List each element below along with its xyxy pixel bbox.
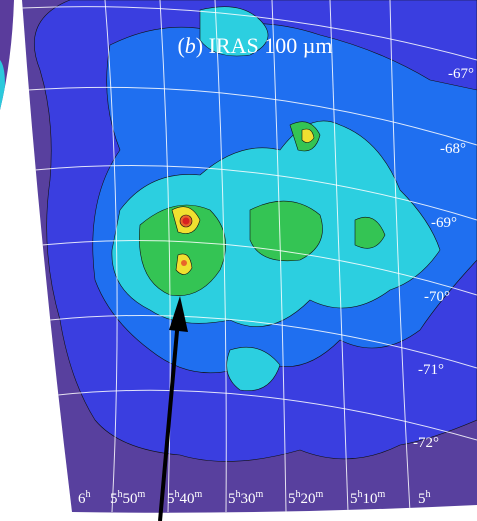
right-ascension-labels: 6h 5h50m 5h40m 5h30m 5h20m 5h10m 5h xyxy=(78,489,431,507)
ra-number: 6 xyxy=(78,491,86,507)
ra-unit: h xyxy=(118,489,123,500)
ra-unit: m xyxy=(256,489,264,500)
ra-number: 30 xyxy=(241,491,256,507)
title-part: ) IRAS 100 µm xyxy=(196,33,333,58)
ra-number: 5 xyxy=(418,491,426,507)
ra-unit: m xyxy=(316,489,324,500)
ra-number: 20 xyxy=(301,491,316,507)
declination-labels: -67° -68° -69° -70° -71° -72° xyxy=(413,66,474,451)
ra-number: 5 xyxy=(110,491,118,507)
map-title: (b) IRAS 100 µm xyxy=(177,33,332,58)
ra-label: 5h40m xyxy=(167,489,203,507)
ra-unit: h xyxy=(86,489,91,500)
ra-label: 5h10m xyxy=(350,489,386,507)
dec-label: -70° xyxy=(424,289,450,305)
ra-label: 6h xyxy=(78,489,91,507)
ra-number: 50 xyxy=(123,491,138,507)
ra-number: 40 xyxy=(180,491,195,507)
ra-unit: m xyxy=(138,489,146,500)
ra-unit: h xyxy=(236,489,241,500)
dec-label: -71° xyxy=(418,362,444,378)
ra-number: 5 xyxy=(288,491,296,507)
ra-unit: h xyxy=(358,489,363,500)
ra-unit: m xyxy=(195,489,203,500)
pointer-arrow xyxy=(158,296,188,521)
ra-unit: h xyxy=(296,489,301,500)
ra-label: 5h30m xyxy=(228,489,264,507)
ra-unit: m xyxy=(378,489,386,500)
ra-label: 5h20m xyxy=(288,489,324,507)
title-part: ( xyxy=(177,33,184,58)
dec-label: -67° xyxy=(448,66,474,82)
neighbour-panel xyxy=(0,0,14,110)
title-part: b xyxy=(185,33,196,58)
ra-label: 5h50m xyxy=(110,489,146,507)
ra-number: 5 xyxy=(228,491,236,507)
dec-label: -69° xyxy=(431,215,457,231)
ra-unit: h xyxy=(426,489,431,500)
ra-number: 5 xyxy=(350,491,358,507)
ra-number: 5 xyxy=(167,491,175,507)
dec-label: -68° xyxy=(440,141,466,157)
ra-unit: h xyxy=(175,489,180,500)
ra-label: 5h xyxy=(418,489,431,507)
dec-label: -72° xyxy=(413,435,439,451)
ra-number: 10 xyxy=(363,491,378,507)
